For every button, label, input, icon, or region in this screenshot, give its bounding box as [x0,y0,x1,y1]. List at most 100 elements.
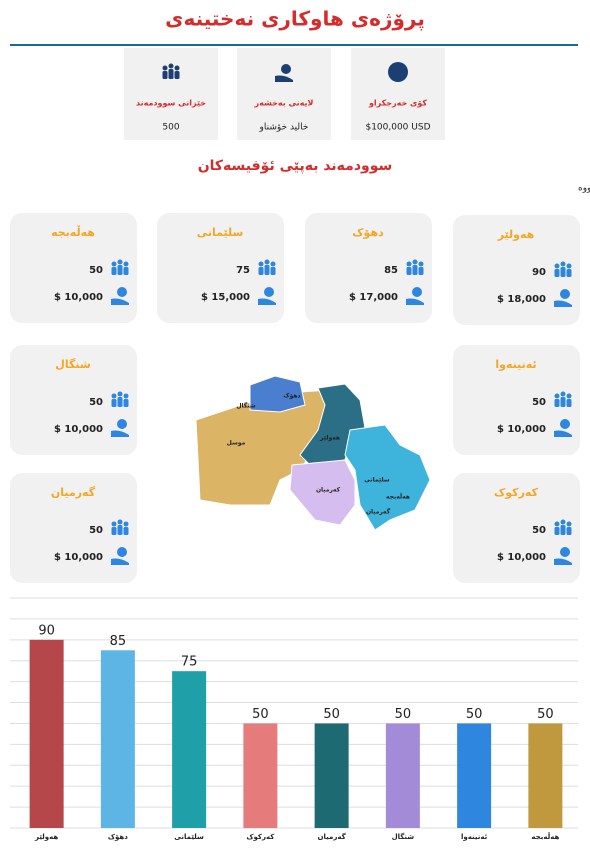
bar [172,671,207,828]
money-icon [388,62,408,82]
stat-card [237,48,331,140]
money-icon [554,430,572,437]
value-label: 50 [395,707,412,722]
people-icon [566,263,572,269]
people-icon [258,267,264,275]
money-icon [117,419,127,429]
value-label: 75 [181,655,198,670]
people-icon [560,397,566,407]
region-families: 90 [532,267,546,278]
stat-value: 500 [162,123,179,133]
region-name: سلێمانی [197,226,244,239]
region-card [453,473,580,583]
x-tick-label: دهۆک [108,833,128,841]
people-icon [111,267,117,275]
region-families: 75 [236,265,250,276]
money-icon [117,287,127,297]
map-label: سلێمانی [364,477,389,484]
map-region [344,424,431,531]
money-icon [560,289,570,299]
region-amount: $ 10,000 [497,552,546,563]
people-icon [123,393,129,399]
money-icon [554,300,572,307]
region-name: هەولێر [497,228,535,241]
region-card [10,345,137,455]
people-icon [560,519,566,525]
money-icon [275,75,293,82]
region-amount: $ 18,000 [497,294,546,305]
bar [314,723,349,828]
people-icon [111,527,117,535]
money-icon [406,298,424,305]
people-icon [258,261,264,267]
region-card [157,213,284,323]
region-name: شنگال [55,358,90,371]
region-amount: $ 10,000 [54,292,103,303]
people-icon [554,269,560,277]
people-icon [560,525,566,535]
value-label: 85 [110,634,127,649]
people-icon [418,267,424,275]
people-icon [270,261,276,267]
people-icon [117,259,123,265]
bar [243,723,278,828]
people-icon [412,265,418,275]
region-families: 50 [89,397,103,408]
people-icon [412,259,418,265]
map-region [249,375,306,413]
people-icon [117,397,123,407]
region-name: دهۆک [352,226,384,239]
people-icon [117,265,123,275]
map [195,375,431,531]
region-name: ئەنینەوا [495,358,536,371]
people-icon [162,65,168,71]
stat-value: خالید خۆشناو [259,123,309,133]
money-icon [281,64,291,74]
people-icon [111,393,117,399]
region-name: گەرمیان [51,486,96,499]
bar [528,723,563,828]
region-amount: $ 15,000 [201,292,250,303]
people-icon [123,527,129,535]
x-tick-label: کەرکوک [246,833,275,841]
people-icon [111,399,117,407]
stat-value: $100,000 USD [365,123,430,133]
people-icon [554,527,560,535]
region-amount: $ 17,000 [349,292,398,303]
money-icon [412,287,422,297]
x-tick-label: سلێمانی [174,833,204,841]
stat-label: خێزانی سوودمەند [136,99,206,108]
money-icon [117,547,127,557]
people-icon [554,393,560,399]
title: پرۆژەی هاوکاری نەختینەی [165,7,425,32]
region-card [453,215,580,325]
region-card [453,345,580,455]
value-label: 50 [537,707,554,722]
region-card [305,213,432,323]
people-icon [554,263,560,269]
people-icon [264,265,270,275]
money-icon [258,298,276,305]
people-icon [566,393,572,399]
map-label: کەرمیان [316,487,341,494]
region-card [10,213,137,323]
people-icon [117,525,123,535]
x-tick-label: ئەنینەوا [461,833,488,841]
map-label: هەولێر [319,435,340,442]
people-icon [566,269,572,277]
value-label: 50 [466,707,483,722]
region-families: 50 [89,265,103,276]
region-name: هەڵەبجە [51,225,95,239]
people-icon [123,267,129,275]
region-name: کەرکوک [494,486,539,499]
stat-card [124,48,218,140]
people-icon [168,69,174,79]
region-families: 50 [89,525,103,536]
people-icon [117,391,123,397]
section-title: سوودمەند بەپێی ئۆفیسەکان [198,158,393,174]
people-icon [560,391,566,397]
section-subtitle: هەر خێزانێک بڕی 200 $ ی وەرگرتووە [578,182,590,194]
map-label: گەرمیان [366,508,391,516]
people-icon [264,259,270,265]
